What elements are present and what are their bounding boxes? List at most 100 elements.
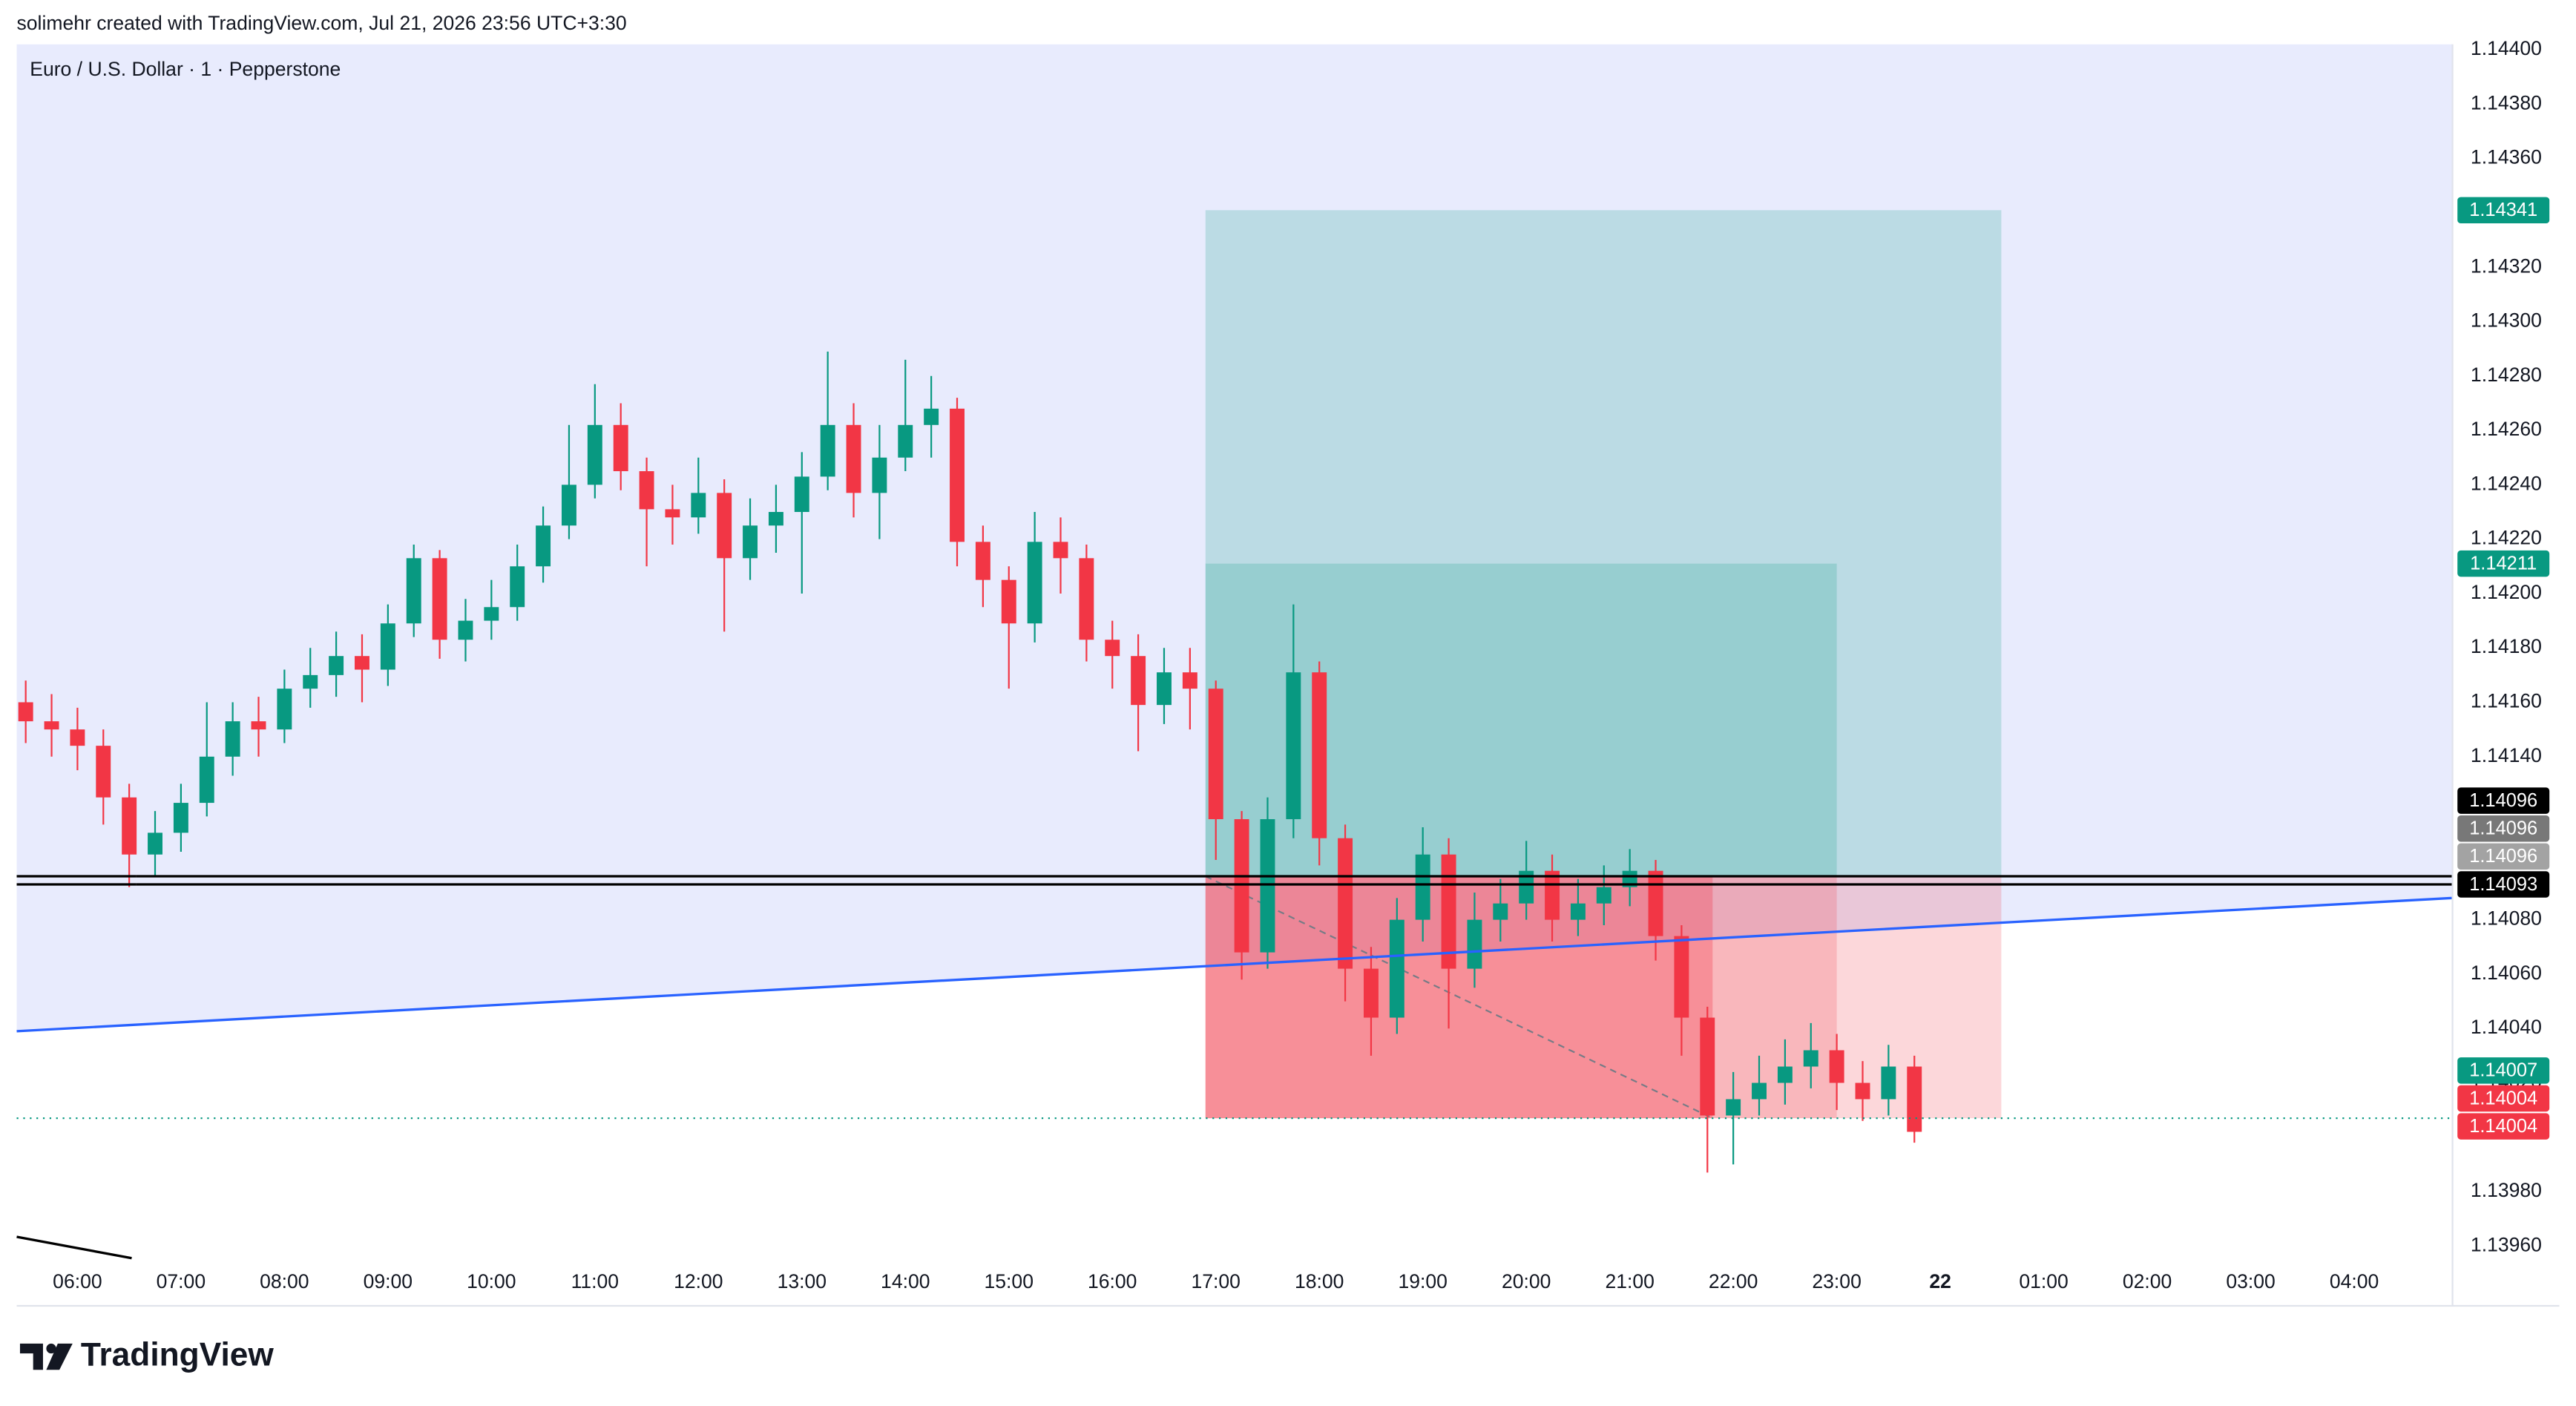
candle-body — [898, 424, 913, 458]
candle-body — [975, 542, 990, 580]
candle-body — [1726, 1099, 1741, 1116]
candle-body — [1105, 640, 1120, 657]
candle-body — [587, 424, 602, 485]
candle-body — [1519, 870, 1534, 904]
y-tick-label: 1.14200 — [2471, 581, 2542, 603]
x-tick-label: 03:00 — [2226, 1270, 2275, 1292]
candle-body — [1389, 919, 1404, 1018]
candle-body — [1157, 672, 1172, 706]
logo-icon — [46, 1343, 73, 1370]
price-badge — [2457, 550, 2550, 577]
x-tick-label: 22 — [1929, 1270, 1951, 1292]
x-tick-label: 07:00 — [157, 1270, 206, 1292]
price-badge-label: 1.14004 — [2469, 1088, 2537, 1108]
price-badge-label: 1.14096 — [2469, 790, 2537, 811]
candle-body — [872, 457, 887, 493]
candle-body — [18, 702, 33, 722]
candle-body — [820, 424, 835, 477]
x-tick-label: 04:00 — [2330, 1270, 2379, 1292]
candle-body — [303, 674, 318, 689]
candle-body — [225, 721, 240, 757]
x-tick-label: 01:00 — [2019, 1270, 2068, 1292]
candle-body — [794, 476, 809, 513]
candle-body — [743, 525, 758, 559]
y-tick-label: 1.14240 — [2471, 472, 2542, 494]
y-tick-label: 1.14080 — [2471, 907, 2542, 930]
candle-body — [458, 620, 473, 640]
x-tick-label: 20:00 — [1502, 1270, 1551, 1292]
candle-body — [1208, 689, 1223, 820]
price-badge — [2457, 815, 2550, 842]
candle-body — [1907, 1066, 1922, 1132]
logo-icon — [46, 1343, 56, 1354]
y-tick-label: 1.14160 — [2471, 690, 2542, 712]
y-tick-label: 1.14140 — [2471, 744, 2542, 766]
y-tick-label: 1.14040 — [2471, 1016, 2542, 1038]
candle-body — [924, 408, 939, 425]
price-badge — [2457, 1113, 2550, 1140]
candle-body — [1260, 819, 1275, 953]
x-tick-label: 06:00 — [53, 1270, 102, 1292]
candle-body — [846, 424, 861, 493]
trend-line — [16, 896, 2453, 1033]
candle-body — [1467, 919, 1482, 969]
candle-body — [1570, 903, 1586, 920]
x-tick-label: 08:00 — [260, 1270, 309, 1292]
x-tick-label: 18:00 — [1295, 1270, 1344, 1292]
candle-body — [484, 607, 499, 621]
target-zone — [1205, 210, 2002, 877]
price-badge-label: 1.14341 — [2469, 200, 2537, 220]
x-tick-label: 15:00 — [985, 1270, 1034, 1292]
price-badge-label: 1.14004 — [2469, 1116, 2537, 1137]
candle-body — [1752, 1083, 1767, 1100]
candle-body — [1182, 672, 1197, 689]
price-badge-label: 1.14211 — [2470, 553, 2537, 574]
x-tick-label: 02:00 — [2123, 1270, 2172, 1292]
candle-body — [1027, 542, 1042, 624]
y-tick-label: 1.14260 — [2471, 418, 2542, 440]
candle-body — [1700, 1017, 1715, 1116]
x-tick-label: 10:00 — [467, 1270, 516, 1292]
candle-body — [1674, 936, 1689, 1018]
candle-body — [1053, 542, 1068, 559]
trade-path — [1205, 876, 1713, 1120]
price-badge-label: 1.14007 — [2469, 1060, 2537, 1081]
candle-body — [251, 721, 266, 730]
candle-body — [1493, 903, 1508, 920]
candle-body — [380, 623, 395, 670]
candle-body — [1415, 854, 1430, 920]
y-tick-label: 1.14280 — [2471, 364, 2542, 386]
candle-body — [1803, 1050, 1818, 1067]
candle-body — [1829, 1050, 1844, 1083]
candle-body — [122, 797, 137, 855]
candle-body — [1234, 819, 1249, 953]
candle-body — [277, 689, 292, 730]
y-tick-label: 1.14320 — [2471, 254, 2542, 277]
x-tick-label: 11:00 — [571, 1270, 619, 1292]
candle-body — [768, 512, 783, 526]
candle-body — [44, 721, 59, 730]
candle-body — [1286, 672, 1301, 820]
price-badge — [2457, 787, 2550, 814]
y-tick-label: 1.13960 — [2471, 1233, 2542, 1255]
candle-body — [1364, 968, 1379, 1018]
candle-body — [691, 493, 706, 518]
y-tick-label: 1.14300 — [2471, 309, 2542, 332]
price-badge-label: 1.14096 — [2469, 846, 2537, 867]
candle-body — [1338, 838, 1353, 969]
candle-body — [510, 566, 525, 608]
chart-title: Euro / U.S. Dollar · 1 · Pepperstone — [30, 58, 341, 80]
x-tick-label: 12:00 — [674, 1270, 723, 1292]
price-badge — [2457, 871, 2550, 898]
candle-body — [1622, 870, 1637, 887]
candle-body — [717, 493, 732, 559]
candle-body — [329, 656, 344, 675]
candle-body — [70, 729, 85, 746]
price-badge — [2457, 1057, 2550, 1084]
drawing-fragment — [16, 1235, 132, 1260]
x-tick-label: 09:00 — [364, 1270, 413, 1292]
x-tick-label: 17:00 — [1192, 1270, 1241, 1292]
x-tick-label: 22:00 — [1709, 1270, 1758, 1292]
logo-icon — [19, 1343, 43, 1370]
